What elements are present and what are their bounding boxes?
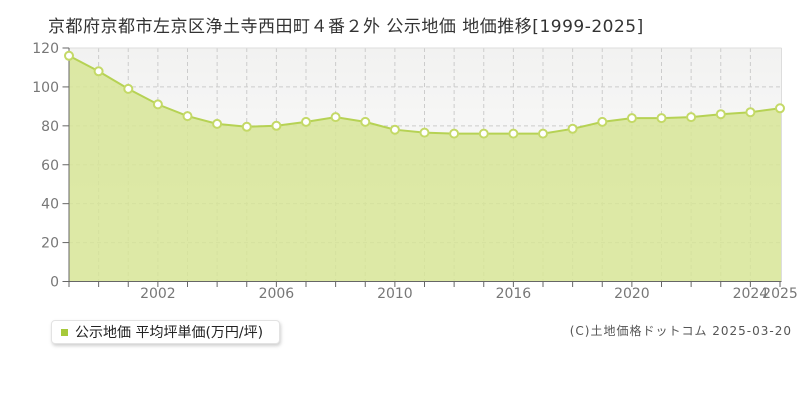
svg-text:40: 40: [41, 197, 59, 213]
svg-text:0: 0: [50, 275, 59, 291]
svg-text:2024: 2024: [733, 286, 769, 302]
svg-text:60: 60: [41, 158, 59, 174]
svg-text:2002: 2002: [140, 286, 176, 302]
legend: 公示地価 平均坪単価(万円/坪): [51, 320, 281, 344]
svg-text:20: 20: [41, 236, 59, 252]
legend-label: 公示地価 平均坪単価(万円/坪): [75, 325, 264, 341]
svg-text:2016: 2016: [496, 286, 532, 302]
svg-text:100: 100: [32, 80, 59, 96]
svg-text:2020: 2020: [614, 286, 650, 302]
copyright-text: (C)土地価格ドットコム 2025-03-20: [569, 324, 792, 338]
svg-text:2010: 2010: [377, 286, 413, 302]
svg-text:80: 80: [41, 119, 59, 135]
legend-swatch-icon: [61, 328, 68, 336]
svg-text:2006: 2006: [259, 286, 295, 302]
svg-text:2025: 2025: [762, 286, 798, 302]
svg-text:120: 120: [32, 41, 59, 57]
chart-title: 京都府京都市左京区浄土寺西田町４番２外 公示地価 地価推移[1999-2025]: [48, 17, 644, 37]
